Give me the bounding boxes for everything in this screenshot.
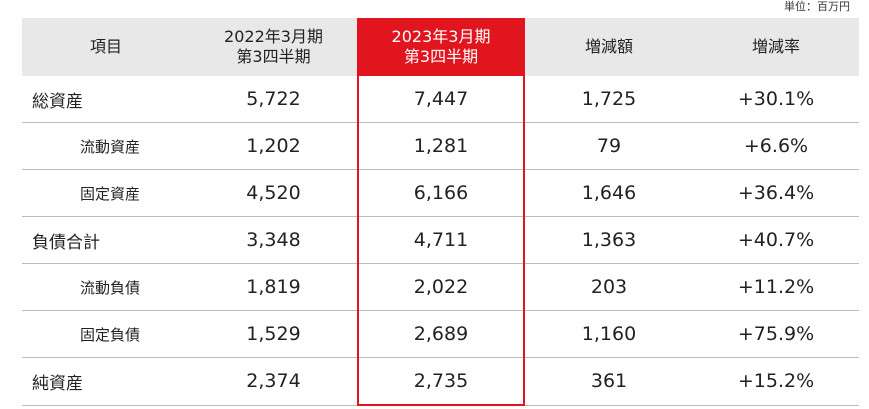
cell-curr: 4,711 — [357, 216, 525, 264]
cell-prev: 4,520 — [190, 169, 358, 217]
cell-prev: 1,202 — [190, 122, 358, 170]
cell-change: 203 — [524, 263, 693, 311]
cell-curr: 1,281 — [357, 122, 525, 170]
row-label: 固定負債 — [22, 310, 190, 358]
header-curr-year: 2023年3月期 — [391, 27, 491, 46]
cell-curr: 2,022 — [357, 263, 525, 311]
cell-prev: 1,819 — [190, 263, 358, 311]
row-current-liabilities: 流動負債 1,819 2,022 203 +11.2% — [22, 263, 859, 311]
row-total-assets: 総資産 5,722 7,447 1,725 +30.1% — [22, 76, 859, 123]
cell-prev: 2,374 — [190, 357, 358, 406]
cell-change: 1,363 — [524, 216, 693, 264]
row-label: 負債合計 — [22, 216, 190, 264]
cell-curr: 6,166 — [357, 169, 525, 217]
row-current-assets: 流動資産 1,202 1,281 79 +6.6% — [22, 122, 859, 170]
header-row: 項目 2022年3月期 第3四半期 2023年3月期 第3四半期 増減額 増減率 — [22, 18, 859, 76]
header-curr-quarter: 第3四半期 — [403, 47, 479, 66]
header-rate: 増減率 — [693, 18, 859, 76]
cell-change: 1,725 — [524, 76, 693, 123]
cell-change: 1,160 — [524, 310, 693, 358]
header-curr-period: 2023年3月期 第3四半期 — [357, 18, 525, 76]
cell-prev: 1,529 — [190, 310, 358, 358]
header-prev-period: 2022年3月期 第3四半期 — [190, 18, 358, 76]
row-net-assets: 純資産 2,374 2,735 361 +15.2% — [22, 357, 859, 406]
cell-change: 361 — [524, 357, 693, 406]
cell-rate: +36.4% — [693, 169, 859, 217]
cell-rate: +11.2% — [693, 263, 859, 311]
row-fixed-assets: 固定資産 4,520 6,166 1,646 +36.4% — [22, 169, 859, 217]
cell-prev: 5,722 — [190, 76, 358, 123]
unit-label: 単位：百万円 — [784, 0, 850, 13]
row-label: 純資産 — [22, 357, 190, 406]
cell-curr: 2,689 — [357, 310, 525, 358]
row-total-liabilities: 負債合計 3,348 4,711 1,363 +40.7% — [22, 216, 859, 264]
header-change: 増減額 — [524, 18, 693, 76]
row-label: 総資産 — [22, 76, 190, 123]
row-label: 固定資産 — [22, 169, 190, 217]
cell-curr: 2,735 — [357, 357, 525, 406]
row-label: 流動負債 — [22, 263, 190, 311]
header-prev-year: 2022年3月期 — [224, 27, 323, 46]
cell-rate: +40.7% — [693, 216, 859, 264]
cell-rate: +6.6% — [693, 122, 859, 170]
header-prev-quarter: 第3四半期 — [236, 47, 311, 66]
cell-change: 1,646 — [524, 169, 693, 217]
cell-rate: +75.9% — [693, 310, 859, 358]
balance-sheet-table: 項目 2022年3月期 第3四半期 2023年3月期 第3四半期 増減額 増減率… — [22, 18, 859, 406]
header-item: 項目 — [22, 18, 190, 76]
cell-rate: +30.1% — [693, 76, 859, 123]
row-fixed-liabilities: 固定負債 1,529 2,689 1,160 +75.9% — [22, 310, 859, 358]
cell-curr: 7,447 — [357, 76, 525, 123]
cell-prev: 3,348 — [190, 216, 358, 264]
cell-change: 79 — [524, 122, 693, 170]
cell-rate: +15.2% — [693, 357, 859, 406]
row-label: 流動資産 — [22, 122, 190, 170]
